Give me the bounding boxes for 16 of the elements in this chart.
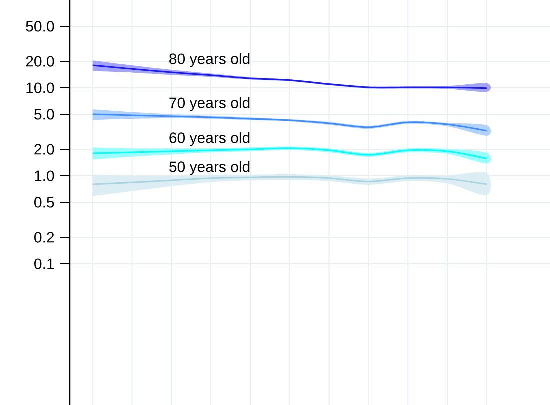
y-tick-label: 2.0 [34, 144, 54, 155]
y-tick-label: 20.0 [26, 56, 54, 67]
series-label: 70 years old [170, 97, 250, 112]
line-series [92, 176, 488, 186]
y-tick-label: 0.1 [34, 258, 54, 270]
series-label: 60 years old [170, 132, 250, 146]
series-label: 50 years old [170, 161, 250, 176]
y-tick-label: 0.2 [34, 232, 54, 243]
y-tick-label: 1.0 [35, 170, 54, 182]
series-label: 80 years old [170, 53, 250, 68]
y-tick-label: 0.5 [34, 197, 54, 208]
line-series [92, 148, 488, 160]
y-tick-label: 50.0 [26, 21, 54, 32]
y-tick-label: 5.0 [34, 109, 54, 120]
line-series [92, 114, 488, 132]
y-tick-label: 10.0 [26, 82, 54, 94]
